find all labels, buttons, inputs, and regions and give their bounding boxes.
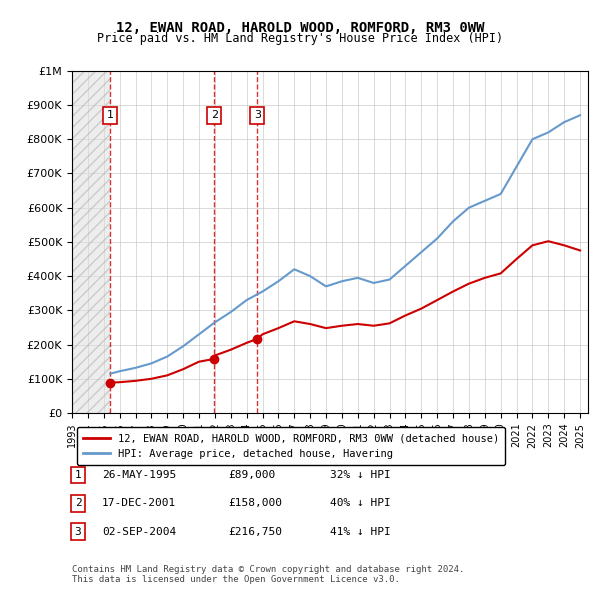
Text: 17-DEC-2001: 17-DEC-2001 — [102, 499, 176, 508]
Text: 41% ↓ HPI: 41% ↓ HPI — [330, 527, 391, 536]
Text: 1: 1 — [74, 470, 82, 480]
Text: 40% ↓ HPI: 40% ↓ HPI — [330, 499, 391, 508]
Text: 02-SEP-2004: 02-SEP-2004 — [102, 527, 176, 536]
Text: 2: 2 — [74, 499, 82, 508]
Text: £216,750: £216,750 — [228, 527, 282, 536]
Text: 3: 3 — [254, 110, 261, 120]
Text: 1: 1 — [107, 110, 113, 120]
Text: £158,000: £158,000 — [228, 499, 282, 508]
Text: 2: 2 — [211, 110, 218, 120]
Text: £89,000: £89,000 — [228, 470, 275, 480]
Text: Contains HM Land Registry data © Crown copyright and database right 2024.
This d: Contains HM Land Registry data © Crown c… — [72, 565, 464, 584]
Text: 3: 3 — [74, 527, 82, 536]
Text: 12, EWAN ROAD, HAROLD WOOD, ROMFORD, RM3 0WW: 12, EWAN ROAD, HAROLD WOOD, ROMFORD, RM3… — [116, 21, 484, 35]
Text: Price paid vs. HM Land Registry's House Price Index (HPI): Price paid vs. HM Land Registry's House … — [97, 32, 503, 45]
Legend: 12, EWAN ROAD, HAROLD WOOD, ROMFORD, RM3 0WW (detached house), HPI: Average pric: 12, EWAN ROAD, HAROLD WOOD, ROMFORD, RM3… — [77, 427, 505, 465]
Text: 32% ↓ HPI: 32% ↓ HPI — [330, 470, 391, 480]
Text: 26-MAY-1995: 26-MAY-1995 — [102, 470, 176, 480]
